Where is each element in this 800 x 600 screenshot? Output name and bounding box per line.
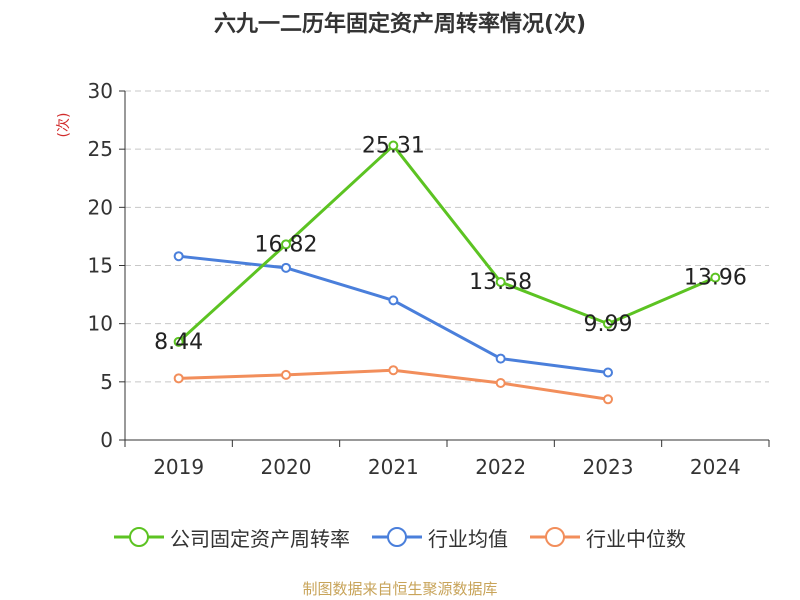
- x-tick-label: 2022: [475, 455, 526, 479]
- series-line: [177, 144, 716, 343]
- data-label: 25.31: [362, 134, 425, 159]
- y-tick-label: 25: [88, 137, 113, 161]
- data-point: [388, 365, 399, 376]
- legend-swatch: [530, 527, 580, 547]
- y-tick-label: 0: [100, 428, 113, 452]
- legend-label: 公司固定资产周转率: [170, 526, 350, 551]
- legend-swatch: [372, 527, 422, 547]
- data-point: [495, 277, 506, 288]
- x-tick-label: 2020: [261, 455, 312, 479]
- y-tick-label: 20: [88, 195, 113, 219]
- legend-item: 公司固定资产周转率: [114, 523, 350, 552]
- data-label: 8.44: [154, 330, 203, 355]
- data-point: [281, 239, 291, 250]
- data-point: [603, 318, 613, 329]
- legend-label: 行业均值: [428, 526, 508, 551]
- y-tick-label: 10: [88, 312, 113, 336]
- data-point: [173, 336, 184, 347]
- series-line: [178, 254, 609, 375]
- x-tick-label: 2023: [583, 455, 634, 479]
- data-point: [388, 140, 399, 151]
- series-lines: [173, 140, 721, 405]
- legend-item: 行业均值: [372, 523, 508, 552]
- data-label: 16.82: [255, 232, 318, 257]
- data-point: [281, 369, 291, 380]
- data-point: [603, 394, 613, 405]
- data-point: [388, 295, 399, 306]
- legend-item: 行业中位数: [530, 523, 686, 552]
- data-point: [173, 373, 184, 384]
- x-tick-label: 2019: [153, 455, 204, 479]
- y-axis-title: (次): [56, 113, 72, 138]
- legend-swatch-marker: [545, 527, 565, 547]
- y-tick-label: 15: [88, 254, 113, 278]
- y-tick-label: 5: [100, 370, 113, 394]
- legend-swatch: [114, 527, 164, 547]
- legend-swatch-marker: [387, 527, 407, 547]
- chart-title: 六九一二历年固定资产周转率情况(次): [213, 12, 587, 37]
- legend: 公司固定资产周转率 行业均值 行业中位数: [0, 520, 800, 554]
- data-point: [281, 262, 291, 273]
- data-labels: 8.44 16.82 25.31 13.58 9.99 13.96: [154, 134, 747, 355]
- axes: 0 5 10 15 20 25 30 2019 2020 2021 2022 2023 2024: [88, 79, 770, 479]
- data-label: 9.99: [584, 312, 633, 337]
- legend-swatch-marker: [129, 527, 149, 547]
- data-label: 13.96: [684, 266, 747, 291]
- y-tick-label: 30: [88, 79, 113, 103]
- x-tick-label: 2024: [690, 455, 741, 479]
- x-tick-label: 2021: [368, 455, 419, 479]
- data-point: [495, 353, 506, 364]
- data-point: [603, 367, 613, 378]
- data-point: [173, 251, 184, 262]
- grid-lines: [125, 90, 769, 383]
- source-note: 制图数据来自恒生聚源数据库: [302, 580, 498, 598]
- data-label: 13.58: [469, 270, 532, 295]
- legend-label: 行业中位数: [586, 526, 686, 551]
- data-point: [710, 272, 721, 283]
- data-point: [495, 377, 506, 388]
